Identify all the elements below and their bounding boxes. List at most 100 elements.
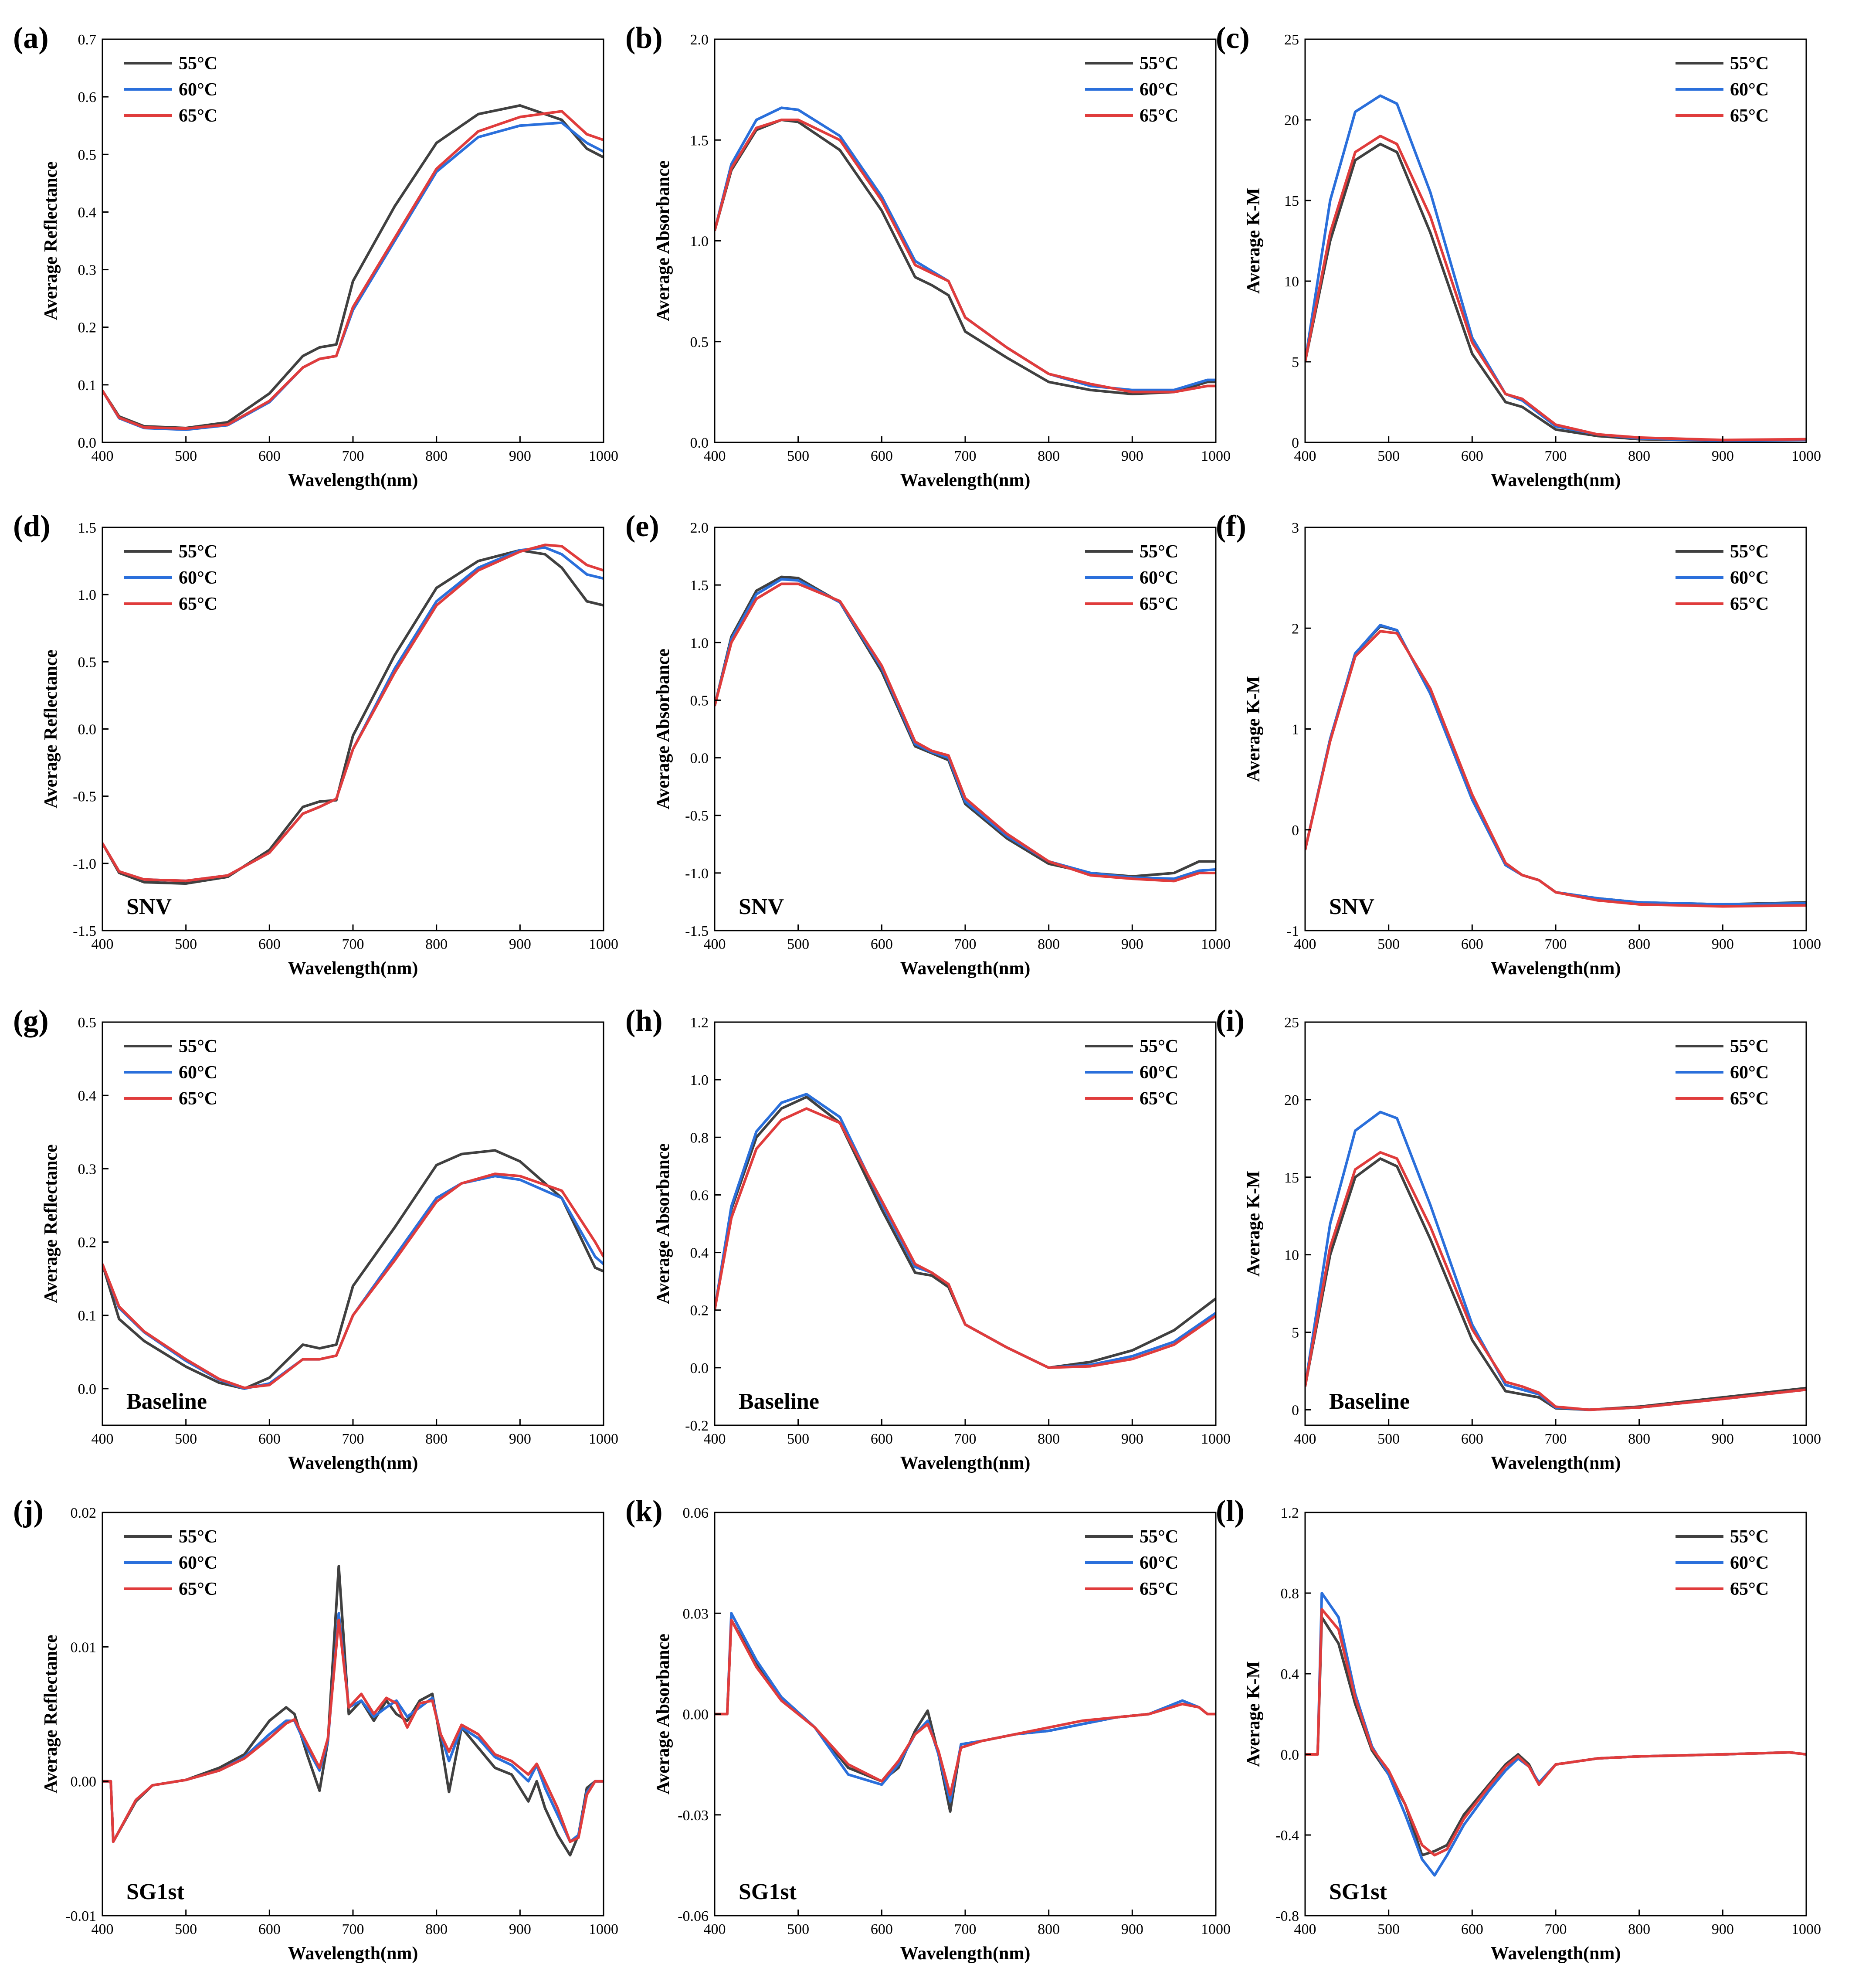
y-tick-label: 0.0 [690,751,709,767]
x-tick-label: 900 [509,1431,531,1447]
y-tick-label: 15 [1284,1170,1299,1186]
series-line-2 [102,1612,604,1843]
y-tick-label: 1.0 [690,1072,709,1088]
x-tick-label: 500 [787,1431,809,1447]
chart-panel-j: 400 500 600 700 800 900 1000 -0.01 0.00 0.01 0.02 W… [13,1495,618,1964]
y-tick-label: 5 [1292,354,1299,370]
y-axis-title: Average K-M [1244,188,1264,294]
x-axis-title: Wavelength(nm) [1491,470,1621,490]
series-line-3 [1305,135,1806,442]
legend-label-3: 65°C [1730,106,1769,126]
series-group [102,1149,604,1390]
x-tick-label: 700 [342,448,364,464]
series-group [1305,1111,1806,1411]
panel-letter: (i) [1216,1004,1245,1038]
x-tick-label: 400 [92,936,114,952]
legend-label-3: 65°C [1140,1089,1178,1109]
legend-label-2: 60°C [1730,80,1769,100]
series-line-2 [1305,94,1806,442]
method-label: SG1st [739,1879,797,1904]
x-tick-label: 400 [704,448,726,464]
x-tick-label: 500 [787,1921,809,1937]
x-tick-label: 500 [175,448,197,464]
y-tick-label: 0.1 [78,377,97,394]
y-tick-label: -0.5 [73,789,96,805]
series-group [1305,624,1806,908]
x-tick-label: 600 [258,1431,281,1447]
series-line-3 [715,1618,1216,1796]
legend-label-2: 60°C [179,568,217,588]
x-tick-label: 600 [258,448,281,464]
legend-label-3: 65°C [1140,106,1178,126]
method-label: SG1st [1329,1879,1387,1904]
legend-label-2: 60°C [179,1553,217,1573]
legend-label-1: 55°C [1140,542,1178,562]
series-line-3 [102,110,604,430]
y-tick-label: 5 [1292,1325,1299,1341]
method-label: SG1st [126,1879,185,1904]
y-axis-title: Average Reflectance [41,1144,61,1303]
y-tick-label: 0.2 [690,1303,709,1319]
series-line-3 [715,582,1216,883]
legend-label-2: 60°C [1140,80,1178,100]
y-axis-title: Average Absorbance [653,160,673,321]
plot-frame [102,1021,604,1426]
x-tick-label: 1000 [589,1921,618,1937]
panel-letter: (e) [625,510,659,543]
legend-label-1: 55°C [1730,54,1769,74]
x-axis-title: Wavelength(nm) [900,958,1031,979]
y-tick-label: 0.5 [78,147,97,163]
chart-panel-h: 400 500 600 700 800 900 1000 -0.2 0.0 0.2 0.4 0.6 0.… [625,1004,1231,1473]
legend-label-2: 60°C [179,1063,217,1083]
x-tick-label: 600 [1461,448,1483,464]
legend-label-2: 60°C [1140,568,1178,588]
y-axis-title: Average K-M [1244,1171,1264,1277]
x-tick-label: 1000 [589,936,618,952]
y-tick-label: 25 [1284,32,1299,48]
y-tick-label: 0.4 [1281,1666,1299,1682]
legend-label-1: 55°C [1140,54,1178,74]
method-label: SNV [1329,894,1374,919]
x-tick-label: 600 [871,1431,893,1447]
y-tick-label: -0.03 [678,1808,709,1824]
y-tick-label: -0.06 [678,1908,709,1924]
series-line-2 [102,1175,604,1390]
x-axis-title: Wavelength(nm) [288,470,418,490]
x-tick-label: 1000 [1201,936,1231,952]
x-tick-label: 800 [1038,448,1060,464]
y-axis-title: Average Reflectance [41,1635,61,1793]
x-tick-label: 600 [258,1921,281,1937]
y-tick-label: -0.8 [1275,1908,1299,1924]
x-tick-label: 500 [175,1431,197,1447]
series-group [715,106,1216,395]
x-tick-label: 700 [1545,936,1567,952]
x-tick-label: 800 [1628,448,1650,464]
y-tick-label: 0.0 [690,435,709,451]
x-tick-label: 1000 [589,448,618,464]
chart-panel-c: 400 500 600 700 800 900 1000 0 5 10 15 20 25 Waveleng… [1216,21,1821,490]
series-line-1 [1305,143,1806,442]
y-tick-label: -1.5 [685,923,709,939]
y-tick-label: 1.5 [78,520,97,536]
x-axis-title: Wavelength(nm) [288,1944,418,1964]
y-tick-label: 1.5 [690,578,709,594]
panel-letter: (h) [625,1004,663,1038]
series-line-3 [102,1172,604,1390]
x-tick-label: 700 [342,1921,364,1937]
x-tick-label: 600 [871,936,893,952]
x-tick-label: 1000 [1201,448,1231,464]
y-tick-label: 0.5 [690,334,709,350]
x-tick-label: 900 [1712,1431,1734,1447]
y-axis-title: Average Absorbance [653,1634,673,1794]
series-line-3 [102,1618,604,1843]
y-tick-label: 2.0 [690,520,709,536]
x-tick-label: 400 [704,1431,726,1447]
legend-label-3: 65°C [179,594,217,614]
x-tick-label: 400 [92,448,114,464]
x-tick-label: 700 [954,1431,977,1447]
legend-label-3: 65°C [179,106,217,126]
x-axis-title: Wavelength(nm) [288,958,418,979]
y-tick-label: 0.02 [71,1505,97,1521]
x-tick-label: 700 [1545,448,1567,464]
